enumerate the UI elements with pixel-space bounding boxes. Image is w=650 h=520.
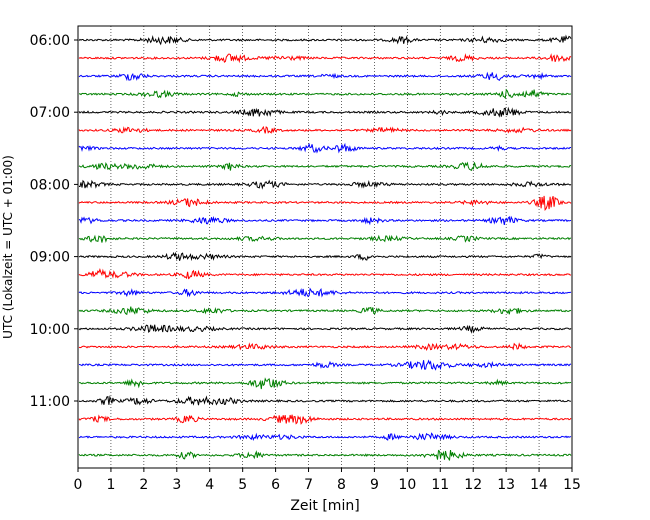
trace-0900 [78,251,572,262]
trace-0800 [78,179,572,190]
y-axis-label: UTC (Lokalzeit = UTC + 01:00) [1,155,15,339]
trace-1130 [78,432,572,441]
y-tick-label: 09:00 [30,250,70,266]
y-tick-label: 07:00 [30,105,70,121]
trace-1115 [78,414,572,425]
y-tick-label: 10:00 [30,322,70,338]
x-tick-label: 1 [106,477,115,493]
x-tick-label: 6 [271,477,280,493]
trace-1045 [78,377,572,390]
x-tick-label: 4 [205,477,214,493]
x-tick-label: 7 [304,477,313,493]
trace-1100 [78,395,572,406]
x-axis-ticks: 0 1 2 3 4 5 6 7 8 9 10 11 12 13 14 15 [74,468,581,493]
seismogram-traces [78,34,572,461]
x-tick-label: 8 [337,477,346,493]
x-axis-label: Zeit [min] [290,498,359,514]
trace-1000 [78,324,572,334]
trace-0845 [78,234,572,243]
x-tick-label: 12 [464,477,482,493]
trace-0615 [78,53,572,64]
x-tick-label: 14 [530,477,548,493]
trace-0630 [78,71,572,82]
trace-0915 [78,268,572,280]
trace-1015 [78,342,572,352]
x-tick-label: 0 [74,477,83,493]
x-tick-label: 11 [431,477,449,493]
x-tick-label: 9 [370,477,379,493]
y-tick-label: 11:00 [30,394,70,410]
trace-0930 [78,287,572,298]
x-tick-label: 13 [497,477,515,493]
trace-0600 [78,34,572,46]
trace-0700 [78,106,572,118]
y-tick-label: 08:00 [30,177,70,193]
x-tick-label: 15 [563,477,581,493]
trace-0745 [78,161,572,172]
x-tick-label: 5 [238,477,247,493]
trace-0645 [78,88,572,100]
trace-1030 [78,359,572,371]
x-tick-label: 10 [398,477,416,493]
y-tick-label: 06:00 [30,33,70,49]
y-axis-ticks: 06:00 07:00 08:00 09:00 10:00 11:00 [30,33,78,410]
trace-0715 [78,125,572,134]
trace-0945 [78,306,572,316]
trace-0830 [78,215,572,226]
trace-0730 [78,142,572,154]
plot-frame [77,25,573,469]
x-tick-label: 2 [139,477,148,493]
x-tick-label: 3 [172,477,181,493]
trace-1145 [78,449,572,461]
trace-0815 [78,195,572,212]
